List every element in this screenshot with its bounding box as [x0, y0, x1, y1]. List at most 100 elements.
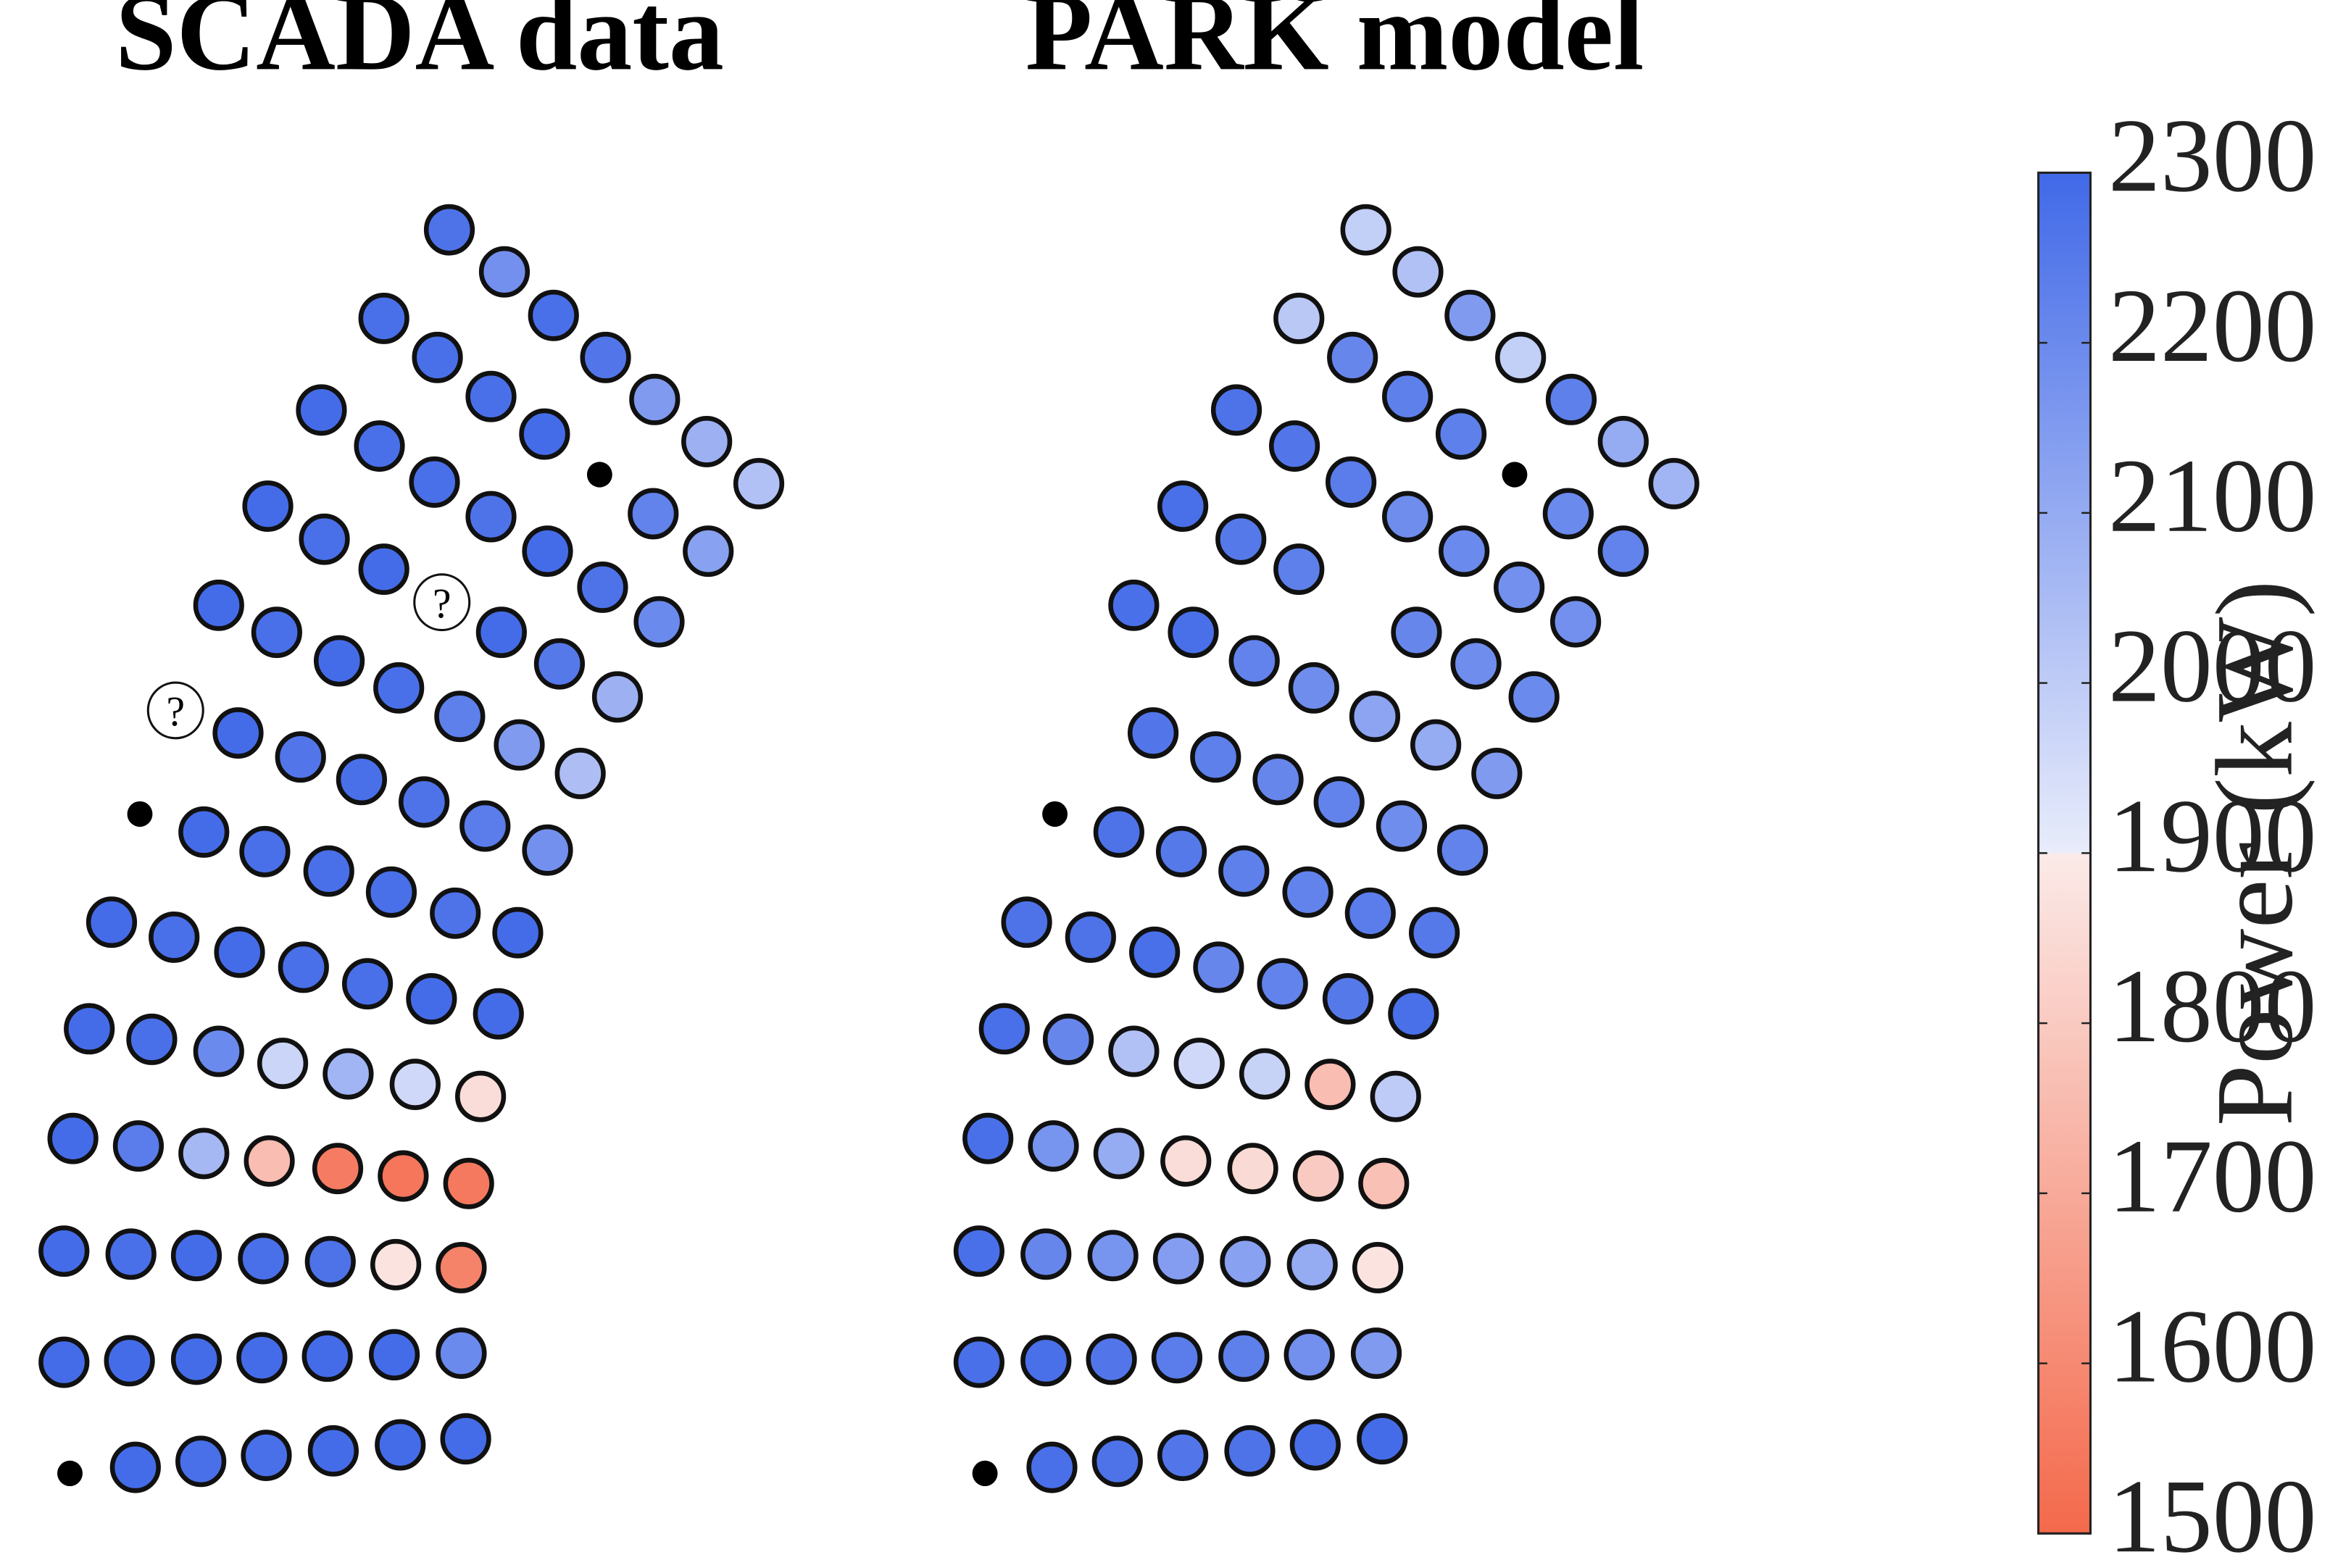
- turbine-marker: [430, 887, 481, 939]
- unknown-turbine-label: ?: [166, 689, 185, 735]
- turbine-marker: [1239, 1048, 1291, 1100]
- turbine-marker: [112, 1120, 165, 1172]
- turbine-marker: [412, 331, 463, 383]
- turbine-marker: [1350, 1327, 1402, 1380]
- turbine-marker: [358, 543, 409, 596]
- turbine-marker: [1550, 596, 1602, 648]
- turbine-marker: [1173, 1038, 1225, 1089]
- turbine-marker: [1218, 1330, 1270, 1383]
- turbine-marker: [238, 1233, 289, 1285]
- turbine-marker: [365, 866, 417, 918]
- turbine-marker: [1358, 1157, 1410, 1209]
- panel-title-park: PARK model: [1025, 0, 1644, 94]
- turbine-marker: [1344, 887, 1396, 939]
- turbine-marker: [170, 1230, 222, 1282]
- turbine-marker: [1151, 1332, 1203, 1384]
- turbine-marker: [375, 1419, 426, 1471]
- turbine-marker: [978, 1003, 1030, 1055]
- turbine-marker: [1305, 1059, 1356, 1111]
- turbine-marker: [1435, 408, 1487, 460]
- turbine-marker: [1152, 1233, 1204, 1285]
- turbine-marker: [1283, 1329, 1335, 1381]
- turbine-marker: [1349, 691, 1401, 743]
- turbine-marker: [440, 1413, 491, 1465]
- turbine-marker: [494, 719, 545, 771]
- turbine-marker: [313, 635, 365, 687]
- turbine-marker: [251, 606, 302, 659]
- turbine-marker: [1352, 1241, 1404, 1293]
- colorbar-ticks: 2300 2200 2100 2000 1900 1800 1700 1600 1500: [2038, 98, 2316, 1568]
- turbine-marker: [1273, 543, 1325, 596]
- turbine-marker: [312, 1143, 364, 1195]
- turbine-marker: [1392, 246, 1444, 298]
- turbine-marker: [1129, 926, 1181, 978]
- turbine-marker: [307, 1425, 359, 1477]
- turbine-marker: [1155, 825, 1207, 877]
- turbine-marker: [1273, 292, 1325, 344]
- turbine-marker: [1292, 1150, 1344, 1202]
- turbine-marker: [1210, 384, 1262, 436]
- turbine-marker: [341, 958, 394, 1010]
- turbine-marker: [368, 1329, 420, 1381]
- turbine-marker: [1340, 204, 1391, 256]
- turbine-marker: [47, 1112, 99, 1164]
- turbine-marker: [1382, 491, 1434, 543]
- turbine-marker: [358, 292, 409, 344]
- turbine-marker: [1436, 824, 1489, 876]
- colorbar-label: Power (kW): [2194, 580, 2316, 1126]
- colorbar-tick-label: 1600: [2108, 1288, 2316, 1405]
- turbine-marker: [1215, 513, 1267, 565]
- turbine-marker: [465, 491, 517, 543]
- turbine-marker: [126, 1013, 178, 1065]
- turbine-marker: [1108, 1025, 1160, 1077]
- turbine-marker: [242, 480, 294, 532]
- unknown-turbine-marker: [146, 681, 204, 740]
- turbine-marker: [149, 911, 200, 963]
- turbine-marker: [1227, 1143, 1278, 1195]
- turbine-marker: [1086, 1333, 1137, 1385]
- turbine-marker: [591, 671, 644, 723]
- colorbar-tick-label: 2200: [2108, 267, 2316, 384]
- excluded-turbine-dot: [1502, 462, 1528, 488]
- turbine-marker: [1327, 331, 1378, 383]
- turbine-marker: [370, 1238, 422, 1290]
- turbine-marker: [398, 776, 450, 828]
- turbine-marker: [1545, 373, 1597, 425]
- turbine-marker: [522, 525, 573, 577]
- turbine-marker: [1224, 1425, 1276, 1477]
- turbine-marker: [1322, 972, 1374, 1025]
- turbine-marker: [244, 1135, 295, 1187]
- colorbar-tick-label: 1500: [2108, 1459, 2316, 1568]
- excluded-turbine-dot: [57, 1460, 83, 1487]
- turbine-marker: [275, 731, 326, 783]
- colorbar-tick-label: 2300: [2108, 98, 2316, 214]
- turbine-marker: [1020, 1228, 1072, 1280]
- turbine-marker: [323, 1048, 374, 1100]
- turbine-marker: [1388, 988, 1439, 1040]
- colorbar-tick-label: 1900: [2108, 778, 2316, 895]
- turbine-marker: [1439, 525, 1490, 577]
- turbine-marker: [175, 1435, 227, 1488]
- turbine-marker: [1282, 866, 1333, 918]
- turbine-marker: [38, 1336, 90, 1388]
- turbine-marker: [1026, 1441, 1078, 1493]
- turbine-marker: [436, 1241, 487, 1293]
- turbine-marker: [628, 488, 679, 540]
- turbine-marker: [681, 415, 733, 467]
- turbine-marker: [1376, 800, 1428, 852]
- turbine-marker: [301, 1330, 353, 1383]
- park-turbine-layout: [953, 204, 1699, 1493]
- turbine-marker: [38, 1225, 90, 1277]
- turbine-marker: [1157, 480, 1209, 532]
- turbine-marker: [170, 1333, 222, 1385]
- turbine-marker: [1257, 958, 1308, 1010]
- turbine-marker: [1001, 896, 1052, 948]
- turbine-marker: [193, 579, 244, 631]
- turbine-marker: [212, 707, 264, 759]
- turbine-marker: [354, 420, 405, 472]
- turbine-marker: [1410, 719, 1462, 771]
- colorbar: 2300 2200 2100 2000 1900 1800 1700 1600 1500 Pow…: [2037, 98, 2316, 1568]
- turbine-marker: [522, 824, 573, 876]
- excluded-turbine-dot: [972, 1460, 998, 1487]
- turbine-marker: [1382, 370, 1434, 422]
